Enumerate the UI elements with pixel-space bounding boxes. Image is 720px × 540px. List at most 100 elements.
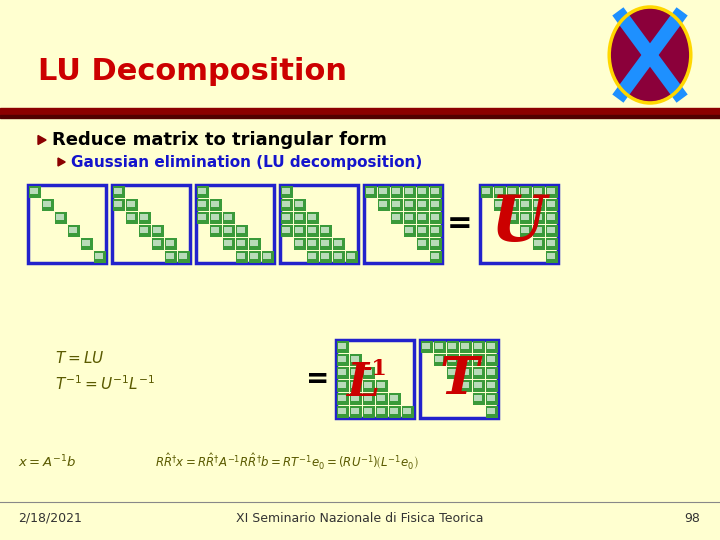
Bar (521, 187, 529, 193)
Bar (392, 213, 400, 219)
Bar (431, 226, 439, 233)
Bar (112, 185, 190, 263)
Bar (307, 238, 318, 249)
Bar (237, 253, 245, 259)
Bar (196, 185, 274, 263)
Bar (281, 212, 292, 224)
Bar (349, 354, 361, 366)
Bar (520, 212, 531, 224)
Bar (336, 406, 348, 417)
Bar (210, 225, 222, 237)
Bar (338, 408, 346, 414)
Bar (506, 186, 518, 198)
Bar (197, 199, 209, 211)
Bar (281, 225, 292, 237)
Bar (435, 342, 443, 348)
Bar (338, 368, 346, 375)
Polygon shape (38, 136, 46, 145)
Bar (474, 368, 482, 375)
Bar (95, 253, 103, 259)
Bar (534, 200, 542, 206)
Bar (487, 408, 495, 414)
Bar (164, 238, 176, 249)
Bar (263, 253, 271, 259)
Bar (237, 226, 245, 233)
Bar (211, 226, 219, 233)
Bar (390, 186, 402, 198)
Bar (248, 238, 261, 249)
Bar (43, 200, 51, 206)
Bar (211, 200, 219, 206)
Bar (333, 238, 344, 249)
Bar (321, 253, 329, 259)
Bar (403, 212, 415, 224)
Bar (349, 406, 361, 417)
Bar (547, 226, 555, 233)
Bar (405, 213, 413, 219)
Bar (430, 212, 441, 224)
Bar (547, 213, 555, 219)
Bar (366, 187, 374, 193)
Bar (210, 212, 222, 224)
Bar (459, 341, 472, 353)
Bar (420, 341, 433, 353)
Bar (474, 355, 482, 361)
Bar (294, 199, 305, 211)
Bar (493, 199, 505, 211)
Bar (416, 225, 428, 237)
Bar (418, 240, 426, 246)
Bar (461, 368, 469, 375)
Bar (546, 251, 557, 262)
Bar (403, 408, 411, 414)
Bar (459, 380, 472, 392)
Bar (69, 226, 77, 233)
Bar (321, 240, 329, 246)
Text: =: = (447, 210, 473, 239)
Bar (248, 251, 261, 262)
Bar (533, 238, 544, 249)
Bar (334, 240, 342, 246)
Bar (487, 342, 495, 348)
Bar (416, 199, 428, 211)
Bar (138, 225, 150, 237)
Bar (237, 240, 245, 246)
Bar (362, 380, 374, 392)
Bar (430, 251, 441, 262)
Bar (480, 185, 558, 263)
Bar (472, 341, 485, 353)
Text: Gaussian elimination (LU decomposition): Gaussian elimination (LU decomposition) (71, 154, 422, 170)
Bar (416, 186, 428, 198)
Bar (351, 355, 359, 361)
Bar (308, 213, 316, 219)
Bar (461, 381, 469, 388)
Bar (164, 251, 176, 262)
Bar (431, 253, 439, 259)
Bar (153, 240, 161, 246)
Bar (534, 226, 542, 233)
Bar (82, 240, 90, 246)
Bar (430, 238, 441, 249)
Bar (364, 408, 372, 414)
Bar (405, 200, 413, 206)
Bar (534, 213, 542, 219)
Bar (546, 225, 557, 237)
Bar (547, 187, 555, 193)
Bar (166, 253, 174, 259)
Bar (320, 238, 331, 249)
Bar (30, 187, 38, 193)
Bar (379, 200, 387, 206)
Bar (520, 186, 531, 198)
Bar (448, 368, 456, 375)
Bar (435, 355, 443, 361)
Bar (210, 199, 222, 211)
Bar (418, 187, 426, 193)
Bar (198, 187, 206, 193)
Bar (280, 185, 358, 263)
Bar (112, 186, 125, 198)
Bar (487, 395, 495, 401)
Bar (362, 393, 374, 404)
Bar (336, 340, 414, 418)
Bar (166, 240, 174, 246)
Bar (346, 251, 358, 262)
Bar (405, 226, 413, 233)
